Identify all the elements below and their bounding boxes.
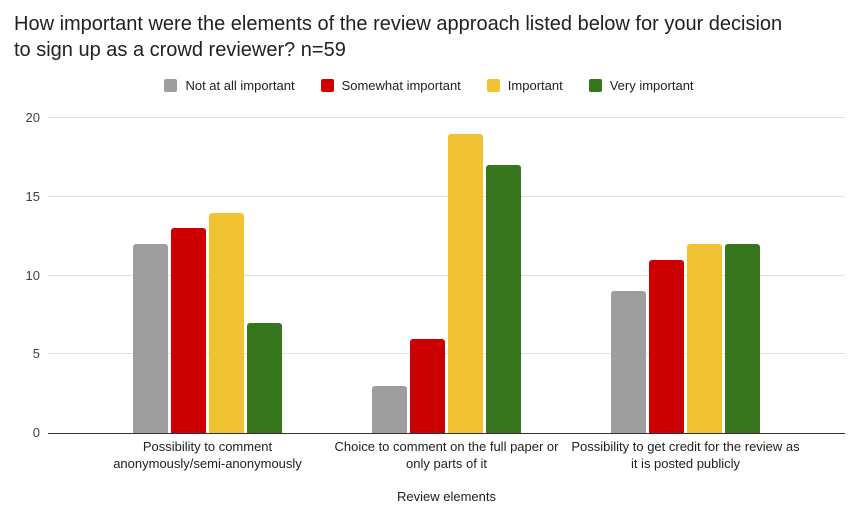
bar-important-2 <box>448 133 483 433</box>
bar-not-at-all-important-1 <box>133 244 168 433</box>
legend-item-important: Important <box>486 78 563 93</box>
bar-very-important-3 <box>725 244 760 433</box>
legend-label: Somewhat important <box>341 78 461 93</box>
gridline-5 <box>48 353 845 355</box>
gridline-15 <box>48 195 845 197</box>
gridline-10 <box>48 274 845 276</box>
x-category-label-1: Possibility to comment anonymously/semi-… <box>113 439 302 471</box>
legend-label: Important <box>507 78 563 93</box>
legend-label: Not at all important <box>185 78 295 93</box>
legend: Not at all important Somewhat important Im… <box>0 78 858 93</box>
legend-swatch-somewhat-important <box>320 79 334 92</box>
x-axis-title: Review elements <box>397 489 496 504</box>
legend-item-not-at-all-important: Not at all important <box>164 78 295 93</box>
bar-group-1 <box>88 118 327 433</box>
x-category-label-2: Choice to comment on the full paper or o… <box>334 439 559 471</box>
bar-very-important-2 <box>486 165 521 433</box>
y-tick-label-0: 0 <box>32 425 40 440</box>
bar-somewhat-important-2 <box>410 338 445 433</box>
bar-somewhat-important-1 <box>171 228 206 433</box>
bar-important-1 <box>209 212 244 433</box>
y-tick-label-20: 20 <box>25 110 40 125</box>
legend-swatch-important <box>486 79 500 92</box>
bar-groups <box>48 118 845 433</box>
bar-important-3 <box>687 244 722 433</box>
y-tick-label-5: 5 <box>32 346 40 362</box>
chart-title: How important were the elements of the r… <box>14 13 783 61</box>
x-axis-line <box>48 433 845 434</box>
y-tick-label-15: 15 <box>25 188 40 204</box>
y-tick-label-10: 10 <box>25 267 40 283</box>
bar-not-at-all-important-3 <box>611 291 646 433</box>
bar-group-2 <box>327 118 566 433</box>
y-axis: 0 5 10 15 20 <box>0 110 40 440</box>
legend-item-somewhat-important: Somewhat important <box>320 78 461 93</box>
bar-very-important-1 <box>247 322 282 433</box>
bar-not-at-all-important-2 <box>372 385 407 433</box>
x-axis-labels: Possibility to comment anonymously/semi-… <box>48 438 845 472</box>
gridline-20 <box>48 117 845 118</box>
legend-label: Very important <box>609 78 694 93</box>
bar-group-3 <box>566 118 805 433</box>
x-category-label-3: Possibility to get credit for the review… <box>571 439 800 471</box>
legend-item-very-important: Very important <box>588 78 694 93</box>
legend-swatch-very-important <box>588 79 602 92</box>
legend-swatch-not-at-all-important <box>164 79 178 92</box>
bar-somewhat-important-3 <box>649 259 684 433</box>
plot-area <box>48 117 845 434</box>
